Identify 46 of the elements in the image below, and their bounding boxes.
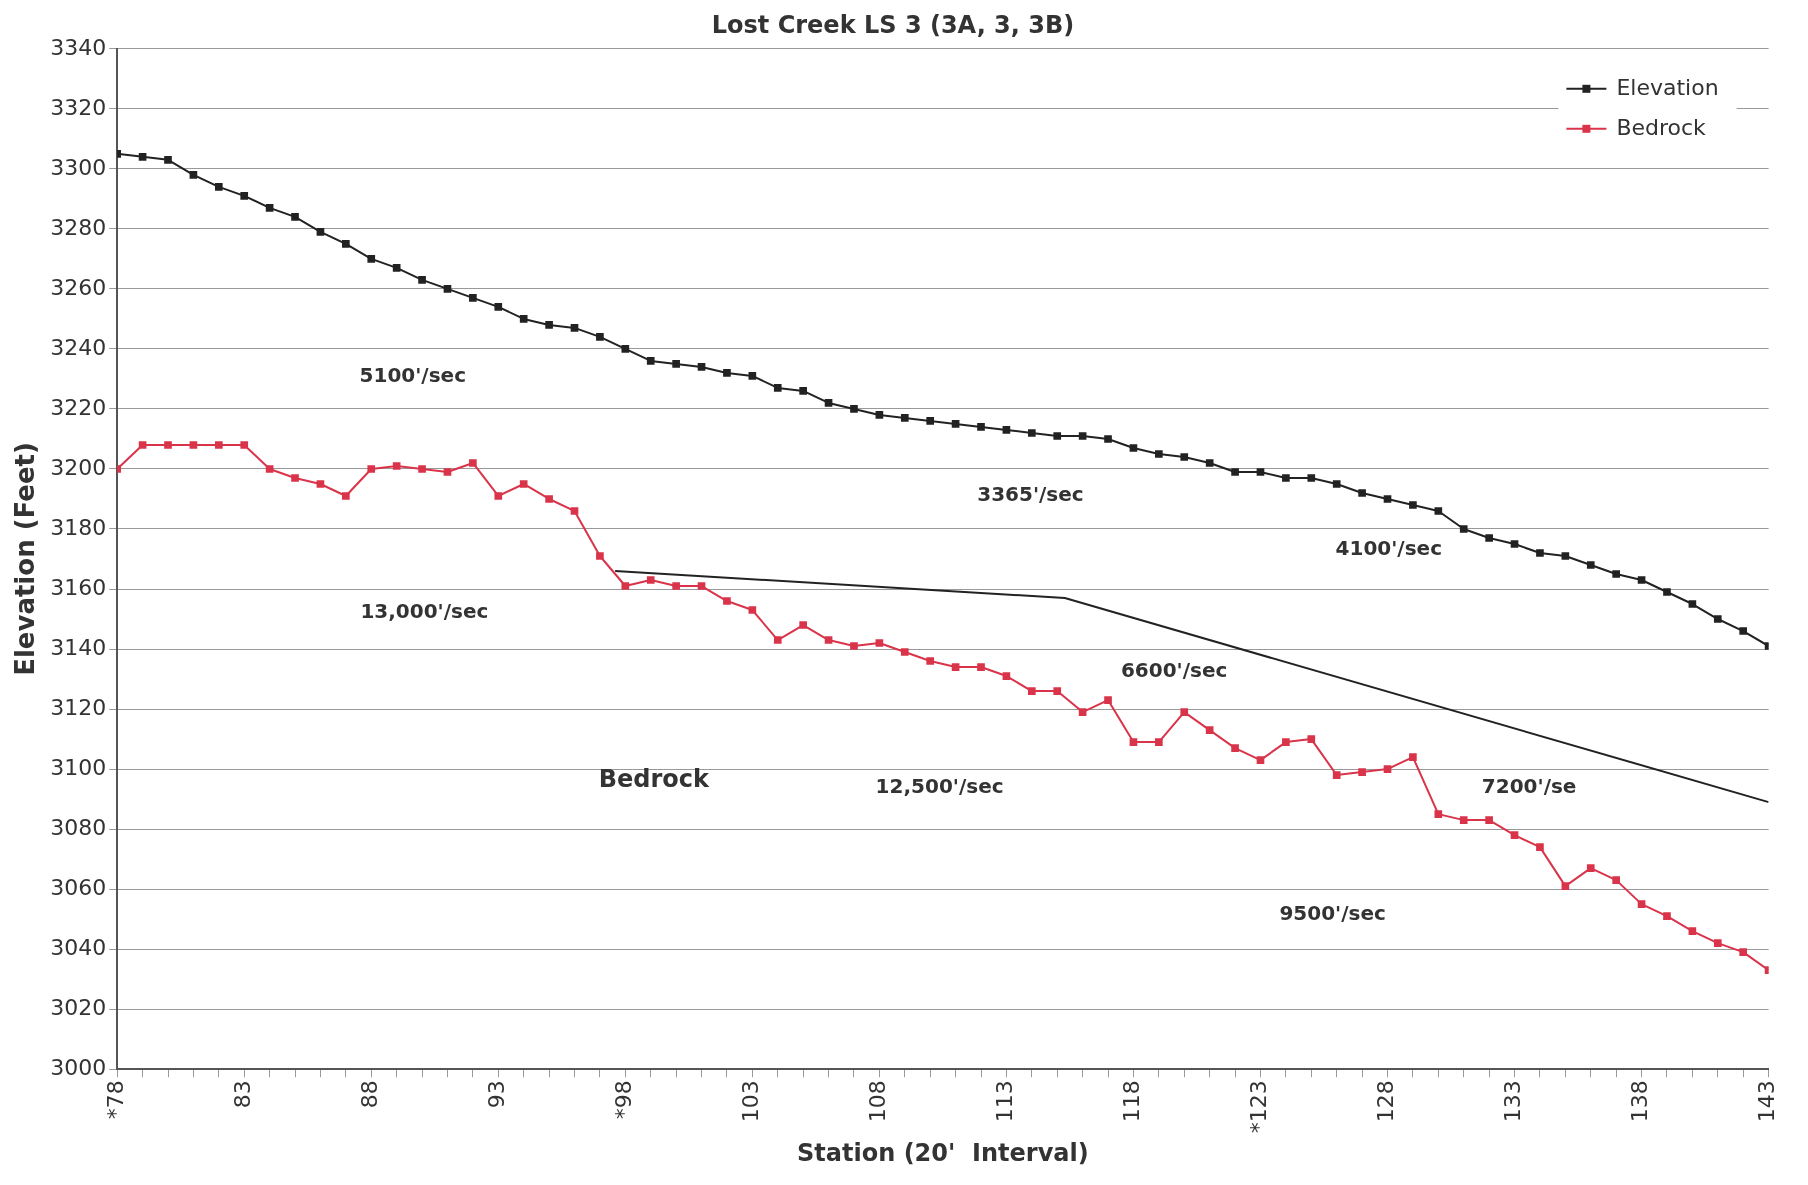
- annotation: 3365'/sec: [977, 481, 1084, 506]
- x-tick-label: *98: [611, 1080, 637, 1120]
- y-tick-label: 3280: [50, 214, 107, 240]
- x-tick-label: 133: [1500, 1080, 1526, 1123]
- y-tick-label: 3080: [50, 814, 107, 840]
- y-tick-label: 3160: [50, 574, 107, 600]
- y-tick-label: 3120: [50, 694, 107, 720]
- x-tick-label: 128: [1373, 1080, 1399, 1123]
- y-tick-label: 3180: [50, 514, 107, 540]
- y-tick-label: 3340: [50, 34, 107, 60]
- y-tick-label: 3220: [50, 394, 107, 420]
- annotation: 4100'/sec: [1335, 536, 1442, 561]
- y-axis-title: Elevation (Feet): [10, 442, 41, 676]
- x-tick-label: 113: [992, 1080, 1018, 1123]
- annotation: 12,500'/sec: [875, 773, 1004, 798]
- y-tick-label: 3040: [50, 934, 107, 960]
- x-tick-label: *123: [1246, 1080, 1272, 1134]
- y-tick-label: 3140: [50, 634, 107, 660]
- x-tick-label: 108: [865, 1080, 891, 1123]
- x-tick-label: 138: [1627, 1080, 1653, 1123]
- y-tick-label: 3060: [50, 874, 107, 900]
- x-tick-label: 83: [229, 1080, 255, 1109]
- legend-label: Bedrock: [1616, 114, 1707, 140]
- y-tick-label: 3240: [50, 334, 107, 360]
- annotation: 5100'/sec: [359, 362, 466, 387]
- y-tick-label: 3000: [50, 1054, 107, 1080]
- y-tick-label: 3020: [50, 994, 107, 1020]
- x-tick-label: 88: [356, 1080, 382, 1109]
- x-axis-title: Station (20' Interval): [797, 1138, 1089, 1167]
- annotation: 13,000'/sec: [360, 599, 489, 624]
- annotation: Bedrock: [598, 764, 711, 793]
- x-tick-label: 93: [484, 1080, 509, 1109]
- x-tick-label: 103: [738, 1080, 764, 1123]
- y-tick-label: 3200: [50, 454, 107, 480]
- y-tick-label: 3100: [50, 754, 107, 780]
- annotation: 9500'/sec: [1279, 901, 1386, 926]
- x-tick-label: *78: [102, 1080, 128, 1120]
- y-tick-label: 3320: [50, 94, 107, 120]
- legend-label: Elevation: [1616, 74, 1719, 100]
- x-tick-label: 118: [1119, 1080, 1145, 1123]
- chart-title: Lost Creek LS 3 (3A, 3, 3B): [711, 10, 1075, 39]
- annotation: 6600'/sec: [1120, 658, 1228, 683]
- y-tick-label: 3300: [50, 154, 107, 180]
- annotation: 7200'/se: [1481, 773, 1577, 798]
- x-tick-label: 143: [1754, 1080, 1780, 1123]
- y-tick-label: 3260: [50, 274, 107, 300]
